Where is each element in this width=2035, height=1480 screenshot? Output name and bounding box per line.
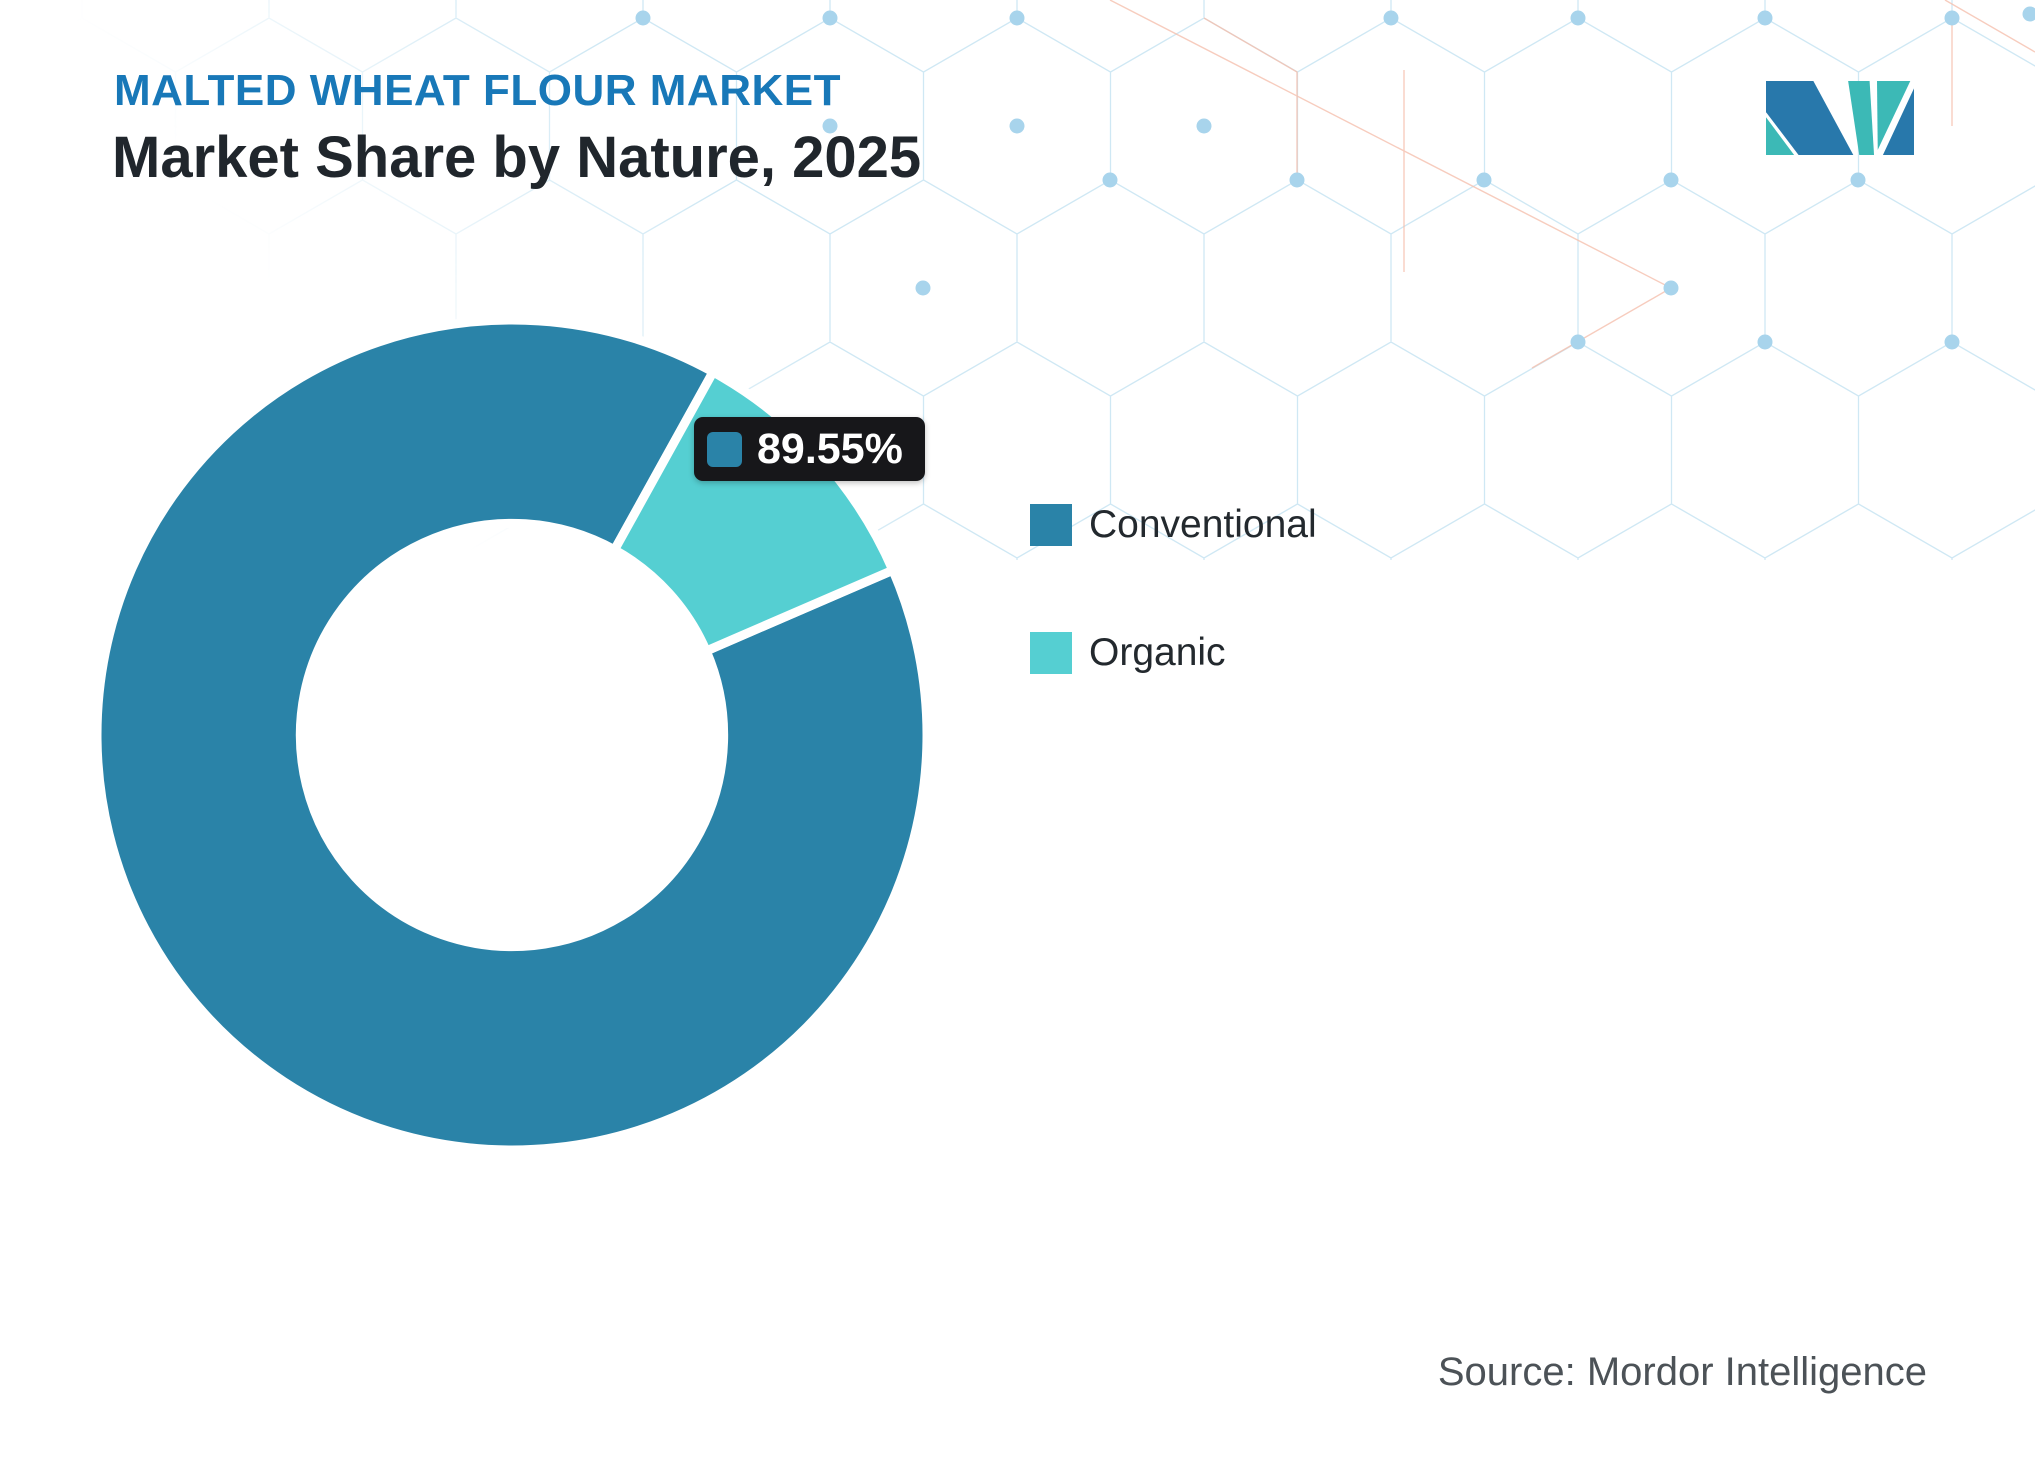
hex-vertex-dots <box>635 6 2035 350</box>
legend-swatch-conventional <box>1030 504 1072 546</box>
hex-accent-lines <box>1109 0 2035 369</box>
slice-organic[interactable] <box>610 367 898 656</box>
donut-chart <box>92 315 932 1155</box>
page-title: Market Share by Nature, 2025 <box>112 125 922 190</box>
legend-item-organic[interactable]: Organic <box>1030 631 1317 675</box>
market-label: MALTED WHEAT FLOUR MARKET <box>114 66 841 115</box>
slice-conventional[interactable] <box>92 315 932 1155</box>
logo-m-blue-shape <box>1766 81 1854 155</box>
mordor-intelligence-logo <box>1766 81 1914 155</box>
source-attribution: Source: Mordor Intelligence <box>1437 1350 1927 1394</box>
tooltip-series-swatch <box>707 431 742 467</box>
legend-swatch-organic <box>1030 632 1072 674</box>
logo-m-teal-band <box>1848 81 1875 155</box>
chart-legend: Conventional Organic <box>1030 503 1317 759</box>
value-tooltip[interactable]: 89.55% <box>694 417 925 481</box>
tooltip-value: 89.55% <box>757 424 903 473</box>
legend-label-conventional: Conventional <box>1089 503 1317 546</box>
logo-i-teal-triangle <box>1877 81 1911 150</box>
legend-item-conventional[interactable]: Conventional <box>1030 503 1317 547</box>
legend-label-organic: Organic <box>1089 631 1226 674</box>
